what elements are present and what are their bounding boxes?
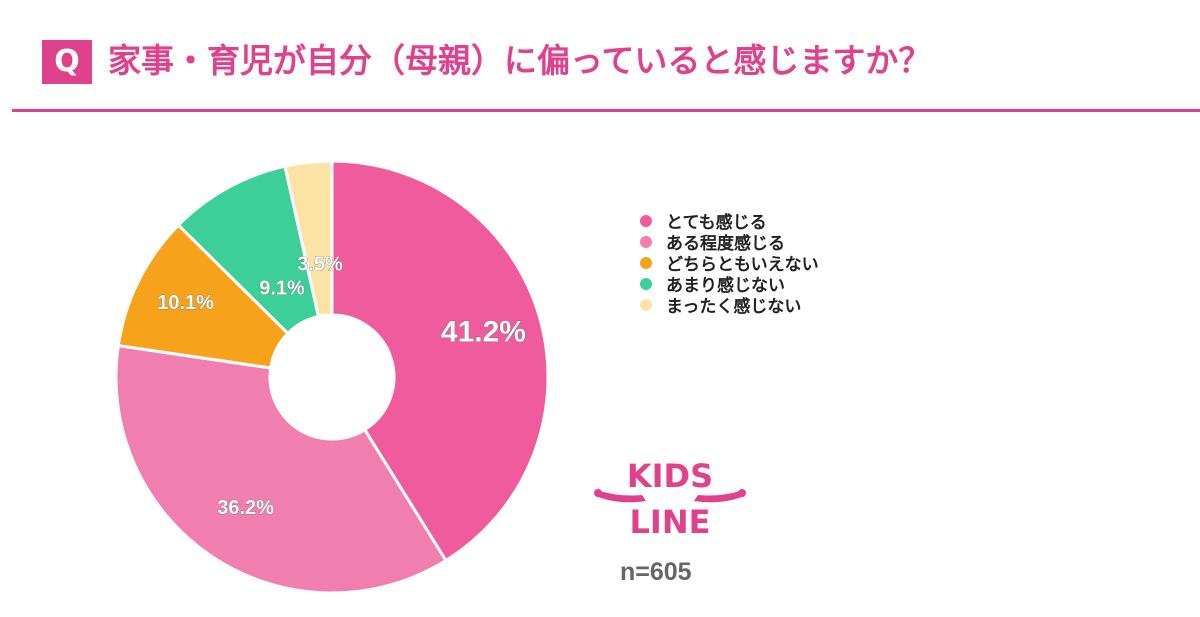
chart-legend: とても感じる ある程度感じる どちらともいえない あまり感じない まったく感じな…	[640, 210, 819, 317]
legend-swatch-4	[640, 277, 652, 290]
legend-label-3: どちらともいえない	[666, 255, 819, 275]
logo-text-line2: LINE	[630, 503, 711, 541]
legend-item-5: まったく感じない	[640, 294, 819, 317]
legend-item-3: どちらともいえない	[640, 252, 819, 275]
legend-label-2: ある程度感じる	[666, 234, 785, 254]
legend-label-4: あまり感じない	[666, 276, 785, 296]
pie-slice-1	[330, 159, 550, 563]
legend-label-1: とても感じる	[666, 213, 767, 233]
page-title: 家事・育児が自分（母親）に偏っていると感じますか？	[108, 41, 932, 80]
pie-slice-5	[283, 159, 334, 319]
slice-label-4: 9.1%	[259, 277, 305, 299]
slice-label-1: 41.2%	[441, 316, 526, 349]
legend-swatch-5	[640, 298, 652, 311]
slice-label-5: 3.5%	[297, 253, 343, 275]
logo-left-arm	[598, 491, 646, 503]
slice-label-2: 36.2%	[217, 497, 274, 519]
logo-left-hand	[594, 489, 602, 497]
question-badge: Q	[42, 40, 92, 84]
sample-size: n=605	[620, 558, 692, 586]
legend-swatch-2	[640, 235, 652, 248]
pie-slice-4	[176, 164, 321, 336]
logo-right-arm	[694, 491, 742, 503]
logo-text-line1: KIDS	[627, 457, 713, 495]
legend-label-5: まったく感じない	[666, 297, 802, 317]
legend-item-1: とても感じる	[640, 210, 819, 233]
legend-swatch-1	[640, 214, 652, 227]
logo-right-hand	[738, 489, 746, 497]
legend-item-2: ある程度感じる	[640, 231, 819, 254]
legend-swatch-3	[640, 256, 652, 269]
pie-slice-2	[114, 343, 448, 595]
kids-line-logo: KIDS LINE	[594, 457, 746, 541]
title-divider	[12, 109, 1200, 112]
pie-slice-3	[116, 222, 291, 370]
slice-label-3: 10.1%	[157, 292, 214, 314]
legend-item-4: あまり感じない	[640, 273, 819, 296]
